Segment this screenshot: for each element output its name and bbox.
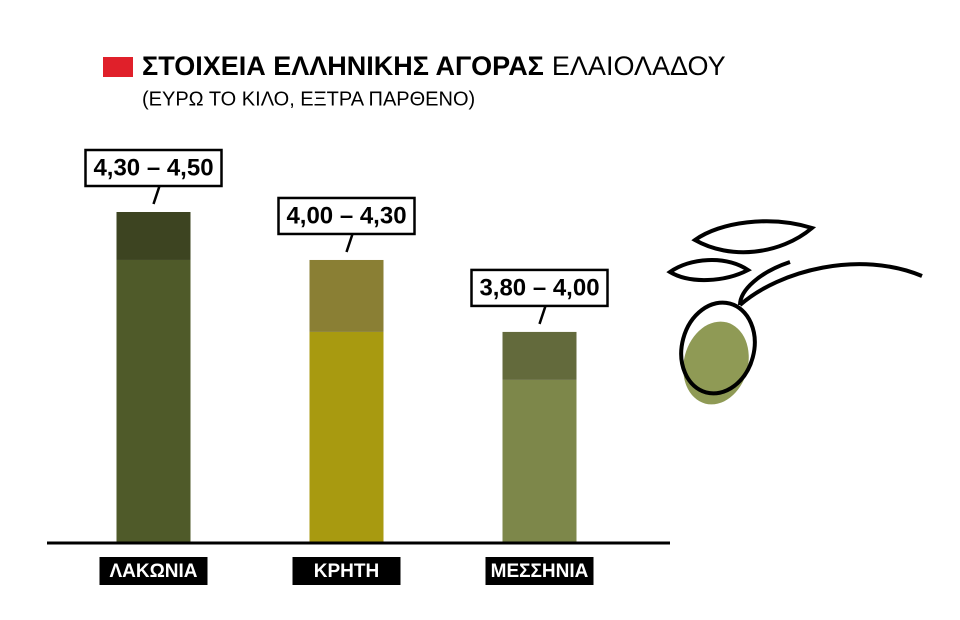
category-label-box: [99, 557, 208, 585]
bar-base: [309, 331, 384, 543]
chart-subtitle: (ΕΥΡΩ ΤΟ ΚΙΛΟ, ΕΞΤΡΑ ΠΑΡΘΕΝΟ): [142, 88, 475, 110]
olive-illustration: [666, 219, 923, 405]
x-tick-label: ΛΑΚΩΝΙΑ: [109, 561, 197, 582]
category-label-box: [292, 557, 401, 585]
category-label-box: [485, 557, 594, 585]
bar-base: [502, 379, 577, 543]
chart-title: ΣΤΟΙΧΕΙΑ ΕΛΛΗΝΙΚΗΣ ΑΓΟΡΑΣ ΕΛΑΙΟΛΑΔΟΥ: [142, 51, 726, 81]
bar-range: [309, 259, 384, 332]
bar-range: [502, 331, 577, 380]
value-label: 4,00 – 4,30: [286, 202, 406, 229]
label-pointer: [345, 233, 354, 253]
value-label: 3,80 – 4,00: [479, 274, 599, 301]
value-label-box: [84, 148, 223, 188]
value-label-box: [277, 196, 416, 236]
label-pointer: [538, 305, 547, 325]
title-marker: [103, 57, 133, 77]
value-label: 4,30 – 4,50: [93, 154, 213, 181]
bar-base: [116, 259, 191, 543]
title-bold: ΣΤΟΙΧΕΙΑ ΕΛΛΗΝΙΚΗΣ ΑΓΟΡΑΣ: [142, 51, 544, 81]
bar-range: [116, 212, 191, 260]
label-pointer: [152, 185, 161, 205]
x-tick-label: ΚΡΗΤΗ: [314, 561, 379, 582]
x-tick-label: ΜΕΣΣΗΝΙΑ: [491, 561, 589, 582]
value-label-box: [470, 268, 609, 308]
title-light: ΕΛΑΙΟΛΑΔΟΥ: [552, 51, 726, 81]
